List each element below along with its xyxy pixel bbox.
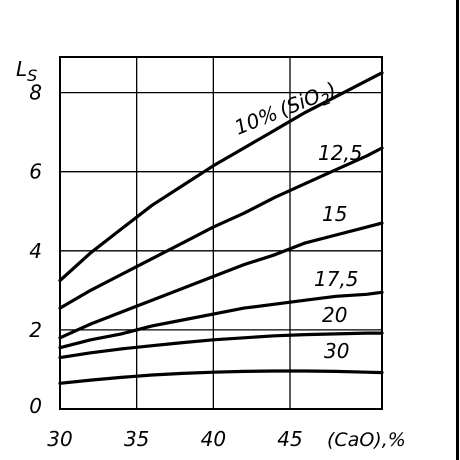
x-axis-label: (CaO),% [327, 429, 406, 451]
x-tick-label: 40 [201, 427, 226, 451]
series-label: 30 [324, 339, 349, 363]
grid-lines [60, 57, 382, 409]
series-label: 15 [322, 202, 347, 226]
series-label: 12,5 [318, 141, 363, 165]
curve-1 [58, 71, 384, 283]
x-tick-label: 35 [124, 427, 149, 451]
tick-labels: 30 35 40 45 0 2 4 6 8 [29, 81, 302, 451]
series-label: 10%(SiO2) [231, 77, 341, 143]
y-tick-label: 6 [29, 160, 42, 184]
curve-4 [58, 290, 384, 350]
y-tick-label: 4 [29, 239, 42, 263]
x-tick-label: 30 [47, 427, 72, 451]
curve-5 [58, 331, 384, 360]
y-tick-label: 2 [29, 318, 42, 342]
y-axis-label: LS [16, 57, 37, 85]
curve-3 [58, 221, 384, 340]
curve-2 [58, 146, 384, 310]
y-tick-label: 0 [29, 394, 42, 418]
y-tick-label: 8 [29, 81, 42, 105]
x-tick-label: 45 [277, 427, 302, 451]
curve-6 [58, 369, 384, 385]
series-label: 17,5 [314, 267, 359, 291]
series-label: 20 [322, 303, 347, 327]
curves [58, 71, 384, 385]
page-edge-rule [456, 0, 459, 460]
plot-frame [59, 56, 383, 410]
series-labels: 10%(SiO2)12,5 15 17,5 20 30 [231, 77, 363, 363]
